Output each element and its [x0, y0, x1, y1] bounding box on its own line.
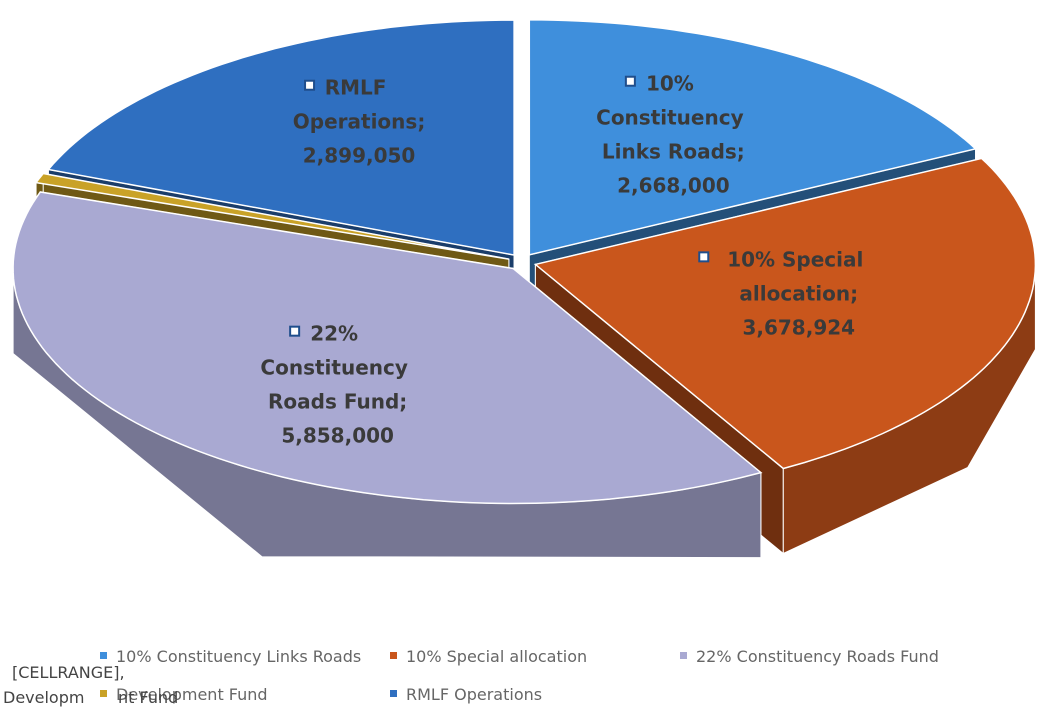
annotation: Developm [3, 688, 84, 707]
label-line: 10% Special [727, 247, 870, 271]
data-label: RMLF Operations; 2,899,050 [293, 76, 426, 168]
label-name: 10% Special allocation [727, 247, 870, 305]
label-marker [304, 79, 316, 91]
legend-label: RMLF Operations [406, 685, 542, 704]
label-name: 22% Constituency Roads Fund [260, 322, 414, 414]
label-line: Operations [293, 110, 418, 134]
label-separator: ; [850, 281, 858, 305]
legend-label: Development Fund [116, 685, 268, 704]
label-line: RMLF [325, 76, 394, 100]
legend-swatch [680, 652, 687, 659]
label-separator: ; [417, 110, 425, 134]
label-separator: ; [737, 140, 745, 164]
legend-label: 22% Constituency Roads Fund [696, 647, 939, 666]
legend-label: 10% Special allocation [406, 647, 587, 666]
slice [533, 157, 1037, 470]
label-line: Roads Fund [268, 390, 399, 414]
legend-swatch [390, 690, 397, 697]
label-line: 10% [646, 72, 701, 96]
label-value: 2,899,050 [303, 144, 416, 168]
legend-swatch [390, 652, 397, 659]
data-label: 22% Constituency Roads Fund; 5,858,000 [260, 322, 414, 448]
legend-label: 10% Constituency Links Roads [116, 647, 361, 666]
annotation: nt Fund [118, 688, 178, 707]
data-label: 10% Constituency Links Roads; 2,668,000 [596, 72, 750, 198]
label-name: 10% Constituency Links Roads [596, 72, 750, 164]
slice [46, 19, 515, 256]
legend-swatch [100, 652, 107, 659]
legend-swatch [100, 690, 107, 697]
label-line: Links Roads [602, 140, 737, 164]
slice [34, 172, 509, 260]
label-line: allocation [739, 281, 850, 305]
label-line: Constituency [596, 106, 750, 130]
annotation: [CELLRANGE], [12, 663, 125, 682]
label-value: 2,668,000 [617, 174, 730, 198]
data-label: 10% Special allocation; 3,678,924 [727, 247, 870, 339]
label-line: 22% [310, 322, 365, 346]
label-line: Constituency [260, 356, 414, 380]
label-value: 3,678,924 [742, 315, 855, 339]
slice [12, 191, 763, 505]
label-name: RMLF Operations [293, 76, 418, 134]
label-value: 5,858,000 [281, 424, 394, 448]
slice [528, 19, 978, 256]
label-marker [289, 325, 301, 337]
label-marker [624, 75, 636, 87]
label-separator: ; [399, 390, 407, 414]
label-marker [698, 251, 710, 263]
